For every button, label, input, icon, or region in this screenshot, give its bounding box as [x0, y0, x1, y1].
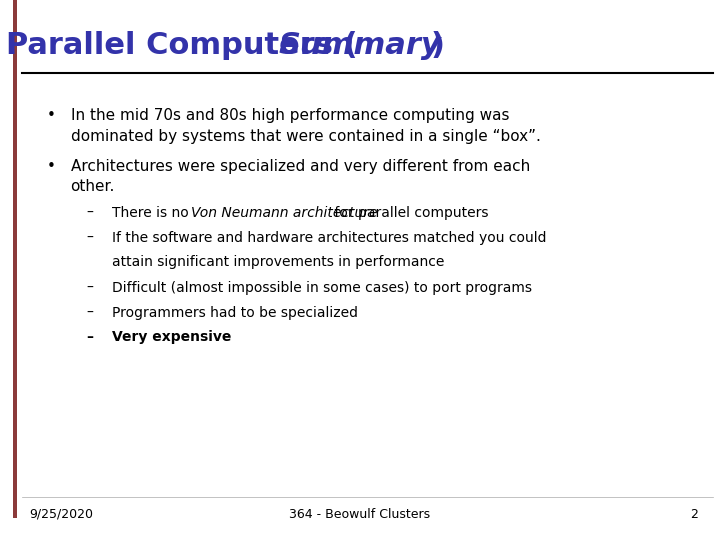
Text: •: •: [47, 159, 55, 174]
Text: •: •: [47, 108, 55, 123]
Text: In the mid 70s and 80s high performance computing was: In the mid 70s and 80s high performance …: [71, 108, 509, 123]
Text: Summary: Summary: [279, 31, 441, 60]
Text: –: –: [86, 306, 94, 320]
Text: –: –: [86, 330, 94, 345]
Text: –: –: [86, 281, 94, 295]
Text: There is no: There is no: [112, 206, 193, 220]
Text: attain significant improvements in performance: attain significant improvements in perfo…: [112, 255, 444, 269]
Text: 364 - Beowulf Clusters: 364 - Beowulf Clusters: [289, 508, 431, 521]
Text: Von Neumann architecture: Von Neumann architecture: [191, 206, 377, 220]
Text: Parallel Computers (: Parallel Computers (: [6, 31, 358, 60]
Text: dominated by systems that were contained in a single “box”.: dominated by systems that were contained…: [71, 129, 541, 144]
Text: Very expensive: Very expensive: [112, 330, 231, 345]
Text: Programmers had to be specialized: Programmers had to be specialized: [112, 306, 358, 320]
Bar: [13, 0, 17, 518]
Text: If the software and hardware architectures matched you could: If the software and hardware architectur…: [112, 231, 546, 245]
Text: ): ): [431, 31, 444, 60]
Text: 2: 2: [690, 508, 698, 521]
Text: –: –: [86, 206, 94, 220]
Text: Difficult (almost impossible in some cases) to port programs: Difficult (almost impossible in some cas…: [112, 281, 531, 295]
Text: 9/25/2020: 9/25/2020: [29, 508, 93, 521]
Text: –: –: [86, 231, 94, 245]
Text: other.: other.: [71, 179, 115, 194]
Text: Architectures were specialized and very different from each: Architectures were specialized and very …: [71, 159, 530, 174]
Text: for parallel computers: for parallel computers: [330, 206, 488, 220]
